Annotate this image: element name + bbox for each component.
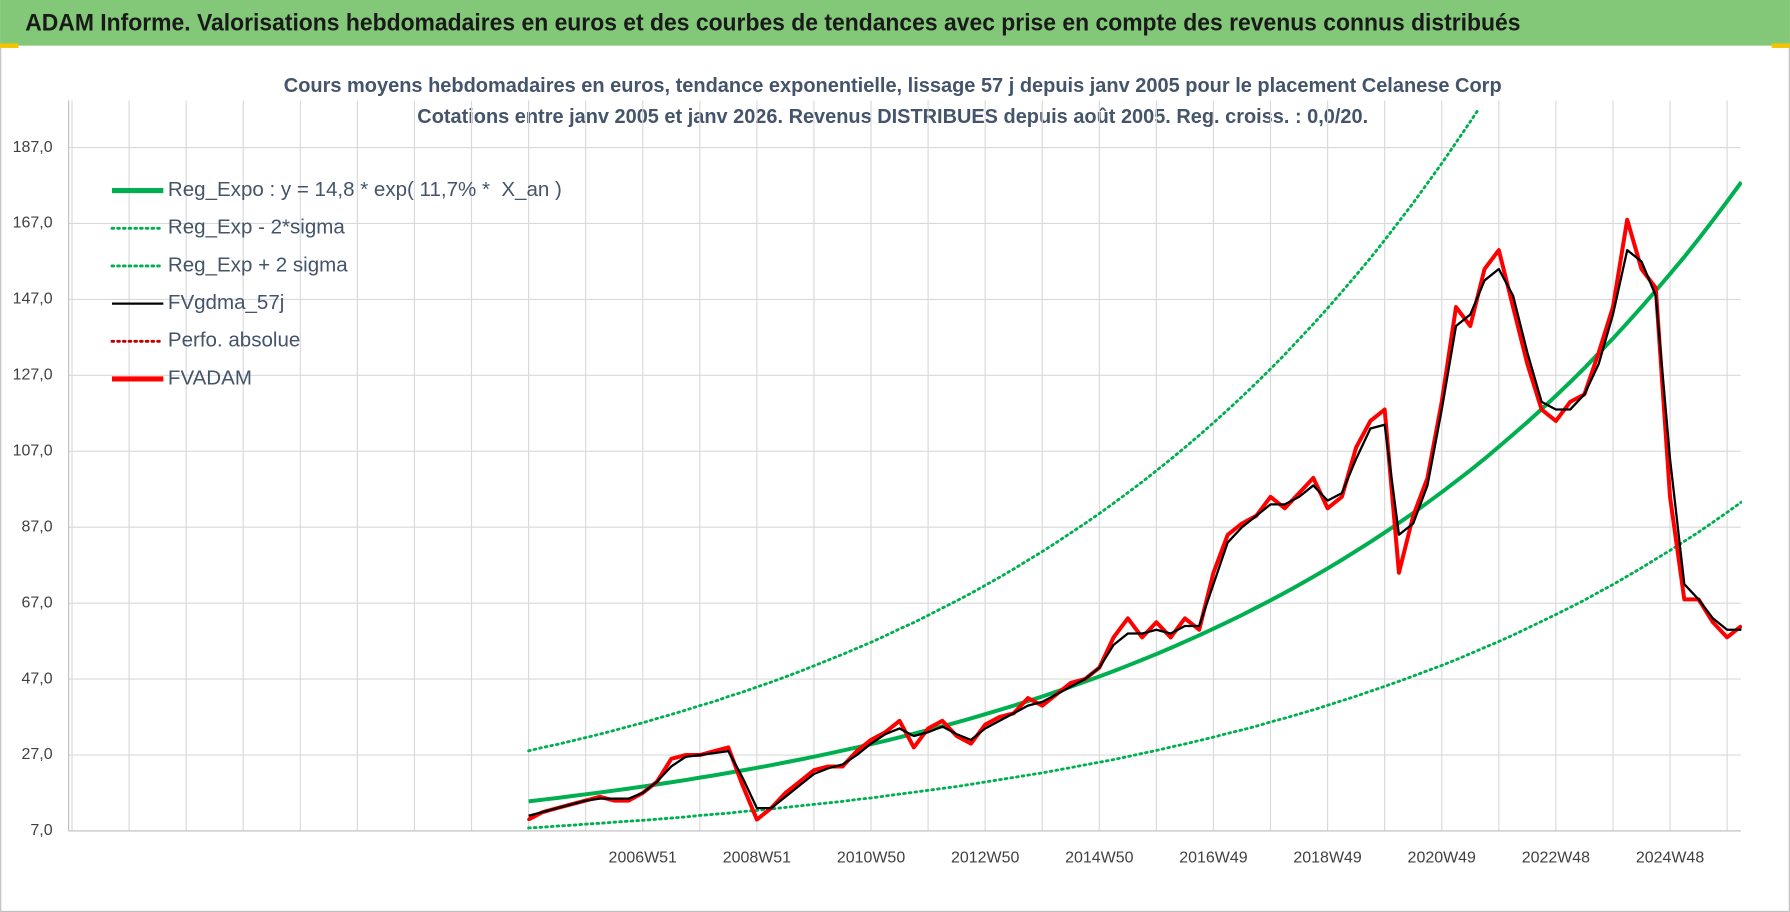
y-tick-label: 147,0 xyxy=(13,291,53,308)
y-tick-label: 187,0 xyxy=(13,139,53,156)
chart-subtitle: Cotations entre janv 2005 et janv 2026. … xyxy=(417,105,1368,128)
series-line xyxy=(528,180,1742,804)
series-line xyxy=(528,248,1742,817)
y-tick-label: 67,0 xyxy=(22,594,53,611)
y-tick-label: 167,0 xyxy=(13,215,53,232)
labels: 7,0 27,0 47,0 67,0 87,0 107,0 127,0 147,0 167,0 1… xyxy=(13,139,1705,867)
legend-label: Reg_Exp + 2 sigma xyxy=(168,253,348,276)
legend-label: FVADAM xyxy=(168,366,252,389)
header-title: ADAM Informe. Valorisations hebdomadaire… xyxy=(25,9,1520,36)
x-tick-label: 2018W49 xyxy=(1293,850,1361,867)
header-bar xyxy=(0,0,1790,46)
y-tick-label: 7,0 xyxy=(30,822,52,839)
y-tick-label: 127,0 xyxy=(13,367,53,384)
x-tick-label: 2022W48 xyxy=(1522,850,1590,867)
x-tick-label: 2008W51 xyxy=(723,850,791,867)
y-tick-label: 27,0 xyxy=(22,746,53,763)
legend-label: Reg_Expo : y = 14,8 * exp( 11,7% * X_an … xyxy=(168,178,562,201)
chart-title: Cours moyens hebdomadaires en euros, ten… xyxy=(284,74,1502,97)
x-tick-label: 2016W49 xyxy=(1179,850,1247,867)
x-tick-label: 2010W50 xyxy=(837,850,905,867)
x-tick-label: 2012W50 xyxy=(951,850,1019,867)
x-tick-label: 2020W49 xyxy=(1408,850,1476,867)
plot xyxy=(527,109,1742,830)
legend-label: Reg_Exp - 2*sigma xyxy=(168,216,345,239)
y-tick-label: 47,0 xyxy=(22,670,53,687)
corner-mark xyxy=(1771,43,1790,48)
x-tick-label: 2024W48 xyxy=(1636,850,1704,867)
legend-label: Perfo. absolue xyxy=(168,329,300,352)
legend-label: FVgdma_57j xyxy=(168,291,284,314)
corner-mark xyxy=(0,43,19,48)
grid xyxy=(68,100,1741,832)
series-line xyxy=(527,109,1480,753)
x-tick-label: 2006W51 xyxy=(609,850,677,867)
x-tick-label: 2014W50 xyxy=(1065,850,1133,867)
y-tick-label: 87,0 xyxy=(22,518,53,535)
y-tick-label: 107,0 xyxy=(13,443,53,460)
series-line xyxy=(527,500,1742,830)
